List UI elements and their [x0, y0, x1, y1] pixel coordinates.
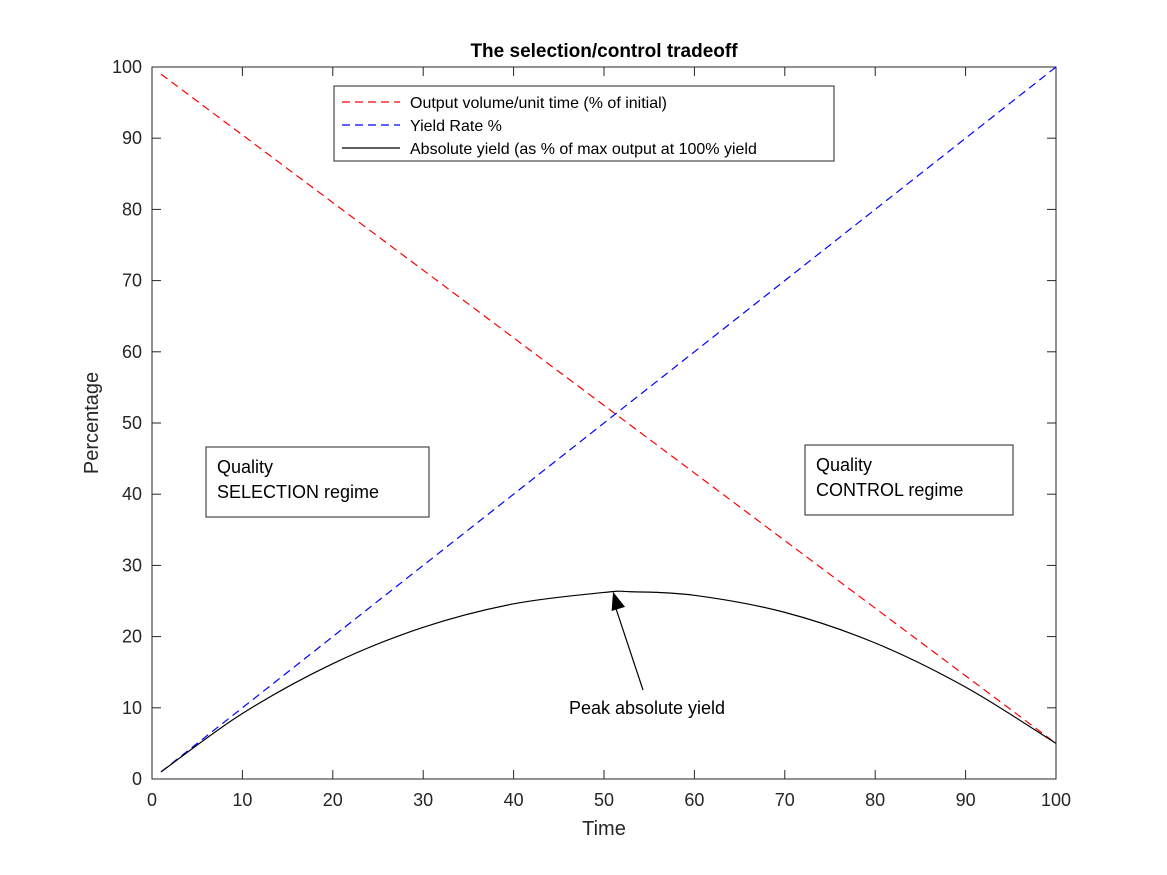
annotations: Quality SELECTION regime Quality CONTROL re…: [205, 444, 1014, 718]
x-tick-label: 20: [323, 790, 343, 810]
series-line-2: [160, 590, 1057, 773]
x-tick-label: 70: [775, 790, 795, 810]
y-tick-label: 30: [122, 555, 142, 575]
y-tick-label: 90: [122, 128, 142, 148]
regime-label-1-0: Quality: [816, 455, 872, 475]
peak-arrow-head: [611, 591, 625, 612]
series-layer: [160, 66, 1057, 773]
regime-box-1: [804, 444, 1014, 516]
y-tick-label: 10: [122, 698, 142, 718]
chart-title: The selection/control tradeoff: [470, 41, 738, 62]
ticks: 0 10 20 30 40 50 60 70 80 90 100 0 10 20 30 40 50 60 70 80 9…: [112, 57, 1071, 810]
peak-arrow-shaft: [612, 599, 644, 691]
x-tick-label: 50: [594, 790, 614, 810]
x-tick-label: 10: [232, 790, 252, 810]
x-tick-label: 100: [1041, 790, 1071, 810]
x-tick-label: 90: [956, 790, 976, 810]
x-axis-label: Time: [582, 818, 626, 840]
plot-area: 0 10 20 30 40 50 60 70 80 90 100 0 10 20 30 40 50 60 70 80 9…: [112, 57, 1071, 810]
legend-entry-1: Yield Rate %: [410, 118, 502, 135]
legend-box: [333, 85, 835, 162]
series-line-1: [160, 66, 1057, 773]
regime-box-0: [205, 446, 430, 518]
y-tick-label: 20: [122, 627, 142, 647]
x-tick-label: 30: [413, 790, 433, 810]
series-line-0: [160, 73, 1057, 744]
y-tick-label: 50: [122, 413, 142, 433]
x-tick-label: 60: [684, 790, 704, 810]
y-axis-label: Percentage: [81, 372, 103, 474]
x-tick-label: 80: [865, 790, 885, 810]
y-tick-label: 40: [122, 484, 142, 504]
y-tick-label: 0: [132, 769, 142, 789]
regime-label-0-0: Quality: [217, 457, 273, 477]
regime-label-1-1: CONTROL regime: [816, 480, 963, 500]
peak-annotation-label: Peak absolute yield: [569, 698, 725, 718]
y-tick-label: 100: [112, 57, 142, 77]
legend: Output volume/unit time (% of initial) Yi…: [333, 85, 835, 162]
y-tick-label: 60: [122, 342, 142, 362]
legend-entry-2: Absolute yield (as % of max output at 10…: [410, 141, 757, 158]
x-tick-label: 40: [504, 790, 524, 810]
y-tick-label: 80: [122, 199, 142, 219]
x-tick-label: 0: [147, 790, 157, 810]
regime-label-0-1: SELECTION regime: [217, 482, 379, 502]
legend-entry-0: Output volume/unit time (% of initial): [410, 95, 667, 112]
y-tick-label: 70: [122, 271, 142, 291]
